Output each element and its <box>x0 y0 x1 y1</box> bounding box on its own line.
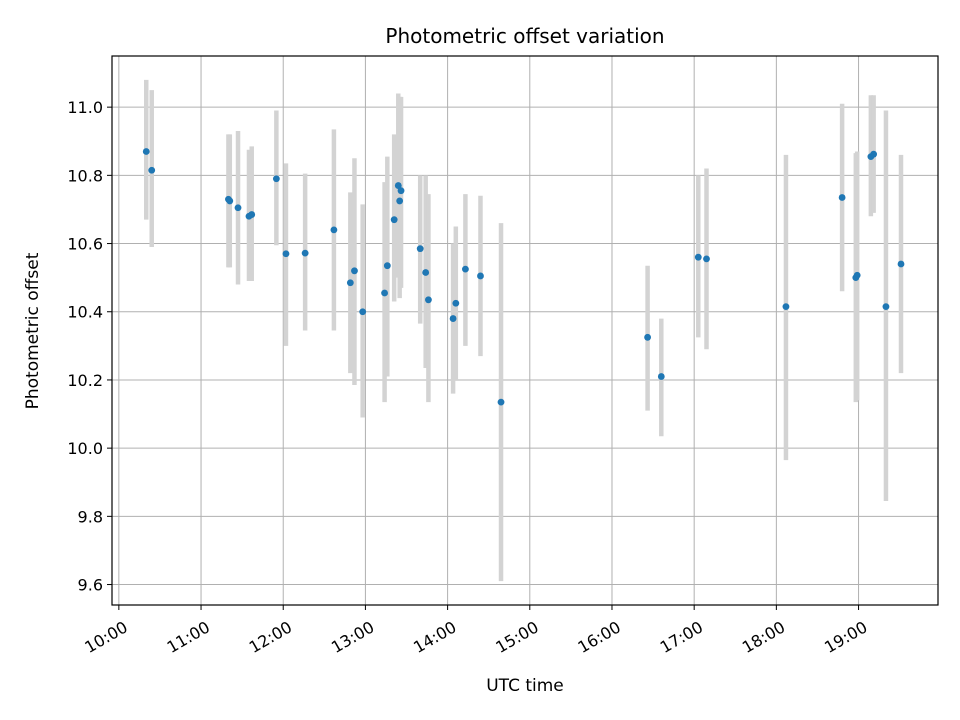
plot-frame <box>111 55 939 606</box>
y-tick-label: 10.8 <box>67 166 103 185</box>
data-point <box>301 249 309 257</box>
data-point <box>477 272 484 280</box>
data-point <box>397 187 405 195</box>
data-point <box>346 279 354 287</box>
data-point <box>782 303 790 311</box>
data-point <box>882 303 890 311</box>
data-point <box>452 299 460 307</box>
data-point <box>282 250 290 258</box>
data-point <box>394 182 402 189</box>
data-point <box>234 204 242 212</box>
data-point <box>870 150 878 158</box>
data-point <box>422 269 430 276</box>
data-point <box>644 333 651 341</box>
data-point <box>703 255 710 263</box>
y-tick-label: 10.2 <box>67 371 103 390</box>
data-point <box>381 289 388 297</box>
y-tick-label: 10.4 <box>67 303 103 322</box>
data-point <box>497 398 505 406</box>
data-point <box>248 211 256 218</box>
data-point <box>148 166 156 174</box>
data-point <box>330 226 338 234</box>
data-point <box>657 373 665 380</box>
data-point <box>383 262 391 270</box>
data-point <box>897 260 905 268</box>
y-tick-label: 10.6 <box>67 235 103 254</box>
data-point <box>359 308 367 316</box>
x-axis-label: UTC time <box>486 676 564 696</box>
data-point <box>351 267 358 275</box>
data-point <box>694 253 702 261</box>
y-axis-label: Photometric offset <box>23 252 43 409</box>
data-point <box>425 296 432 304</box>
data-point <box>838 194 846 201</box>
y-tick-label: 9.8 <box>78 507 103 526</box>
y-tick-label: 10.0 <box>67 439 103 458</box>
data-point <box>272 175 280 183</box>
point-layer <box>142 148 905 406</box>
chart-title: Photometric offset variation <box>385 24 664 48</box>
y-tick-label: 11.0 <box>67 98 103 117</box>
data-point <box>390 216 398 224</box>
data-point <box>449 315 457 322</box>
data-point <box>396 197 404 205</box>
data-point <box>416 245 424 253</box>
data-point <box>226 197 234 205</box>
data-point <box>142 148 150 155</box>
data-point <box>462 265 469 273</box>
data-point <box>853 271 861 279</box>
y-tick-label: 9.6 <box>78 576 103 595</box>
